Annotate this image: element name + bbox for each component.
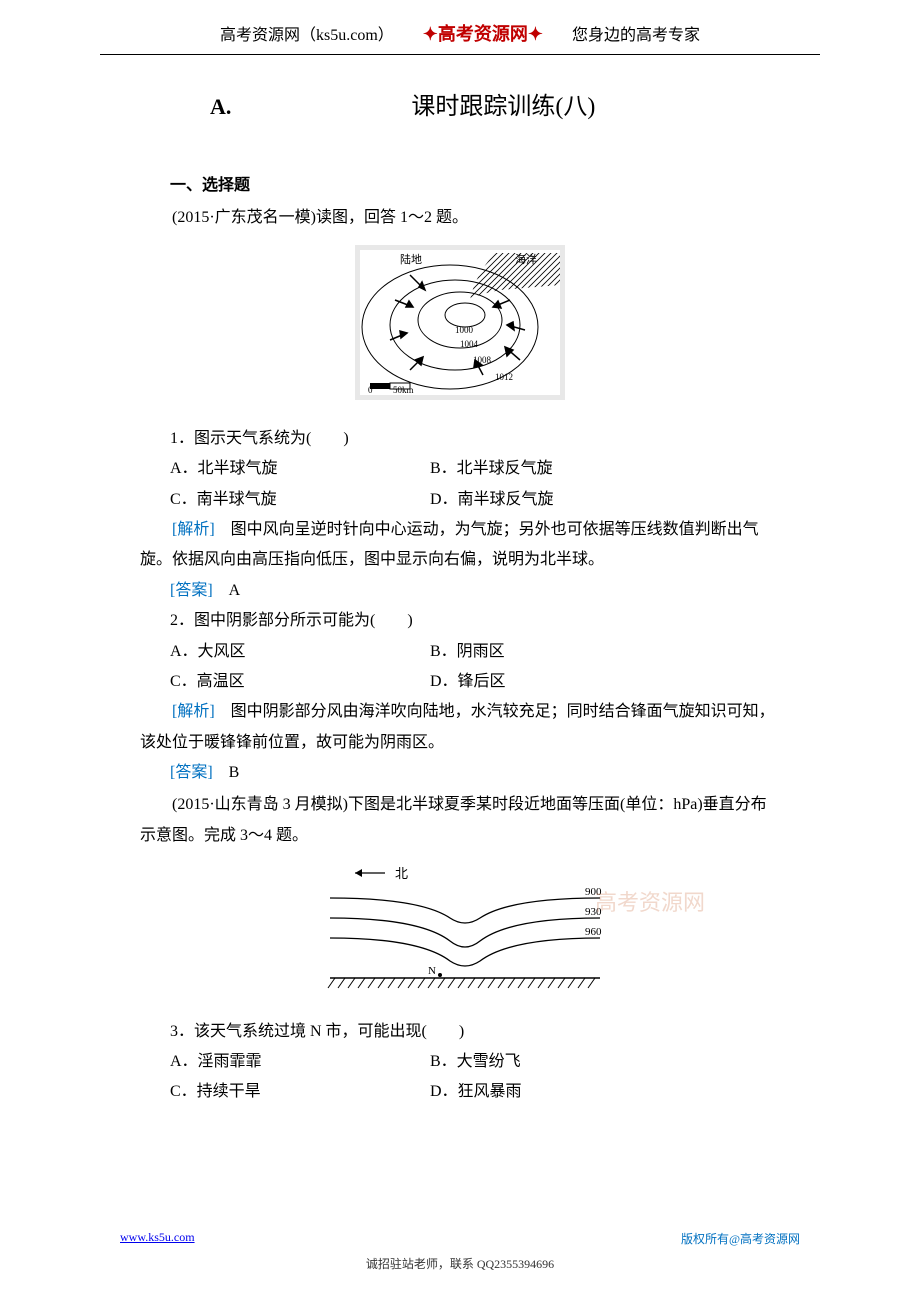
q1-opt-c: C．南半球气旋 [170, 485, 430, 515]
intro-2: (2015·山东青岛 3 月模拟)下图是北半球夏季某时段近地面等压面(单位：hP… [140, 790, 780, 851]
q1-stem: 1．图示天气系统为( ) [170, 424, 780, 454]
svg-text:1012: 1012 [495, 372, 513, 382]
q3-opt-a: A．淫雨霏霏 [170, 1047, 430, 1077]
q2-opt-a: A．大风区 [170, 637, 430, 667]
svg-text:900: 900 [585, 886, 602, 898]
answer-2-label: [答案] [170, 764, 213, 781]
q3-opt-c: C．持续干旱 [170, 1077, 430, 1107]
page-footer: www.ks5u.com 版权所有@高考资源网 诚招驻站老师，联系 QQ2355… [0, 1230, 920, 1272]
footer-recruit: 诚招驻站老师，联系 QQ2355394696 [120, 1255, 800, 1272]
analysis-2: [解析] 图中阴影部分风由海洋吹向陆地，水汽较充足；同时结合锋面气旋知识可知，该… [140, 697, 780, 758]
svg-text:930: 930 [585, 906, 602, 918]
q3-stem: 3．该天气系统过境 N 市，可能出现( ) [170, 1017, 780, 1047]
q1-opt-a: A．北半球气旋 [170, 454, 430, 484]
svg-text:960: 960 [585, 926, 602, 938]
svg-text:50km: 50km [393, 385, 414, 395]
svg-text:0: 0 [368, 385, 373, 395]
analysis-1-text: 图中风向呈逆时针向中心运动，为气旋；另外也可依据等压线数值判断出气旋。依据风向由… [140, 521, 759, 568]
answer-1: [答案] A [170, 576, 780, 606]
answer-1-label: [答案] [170, 582, 213, 599]
q1-opt-b: B．北半球反气旋 [430, 454, 690, 484]
intro-1: (2015·广东茂名一模)读图，回答 1～2 题。 [140, 203, 780, 233]
svg-text:1000: 1000 [455, 325, 474, 335]
q3-options-row1: A．淫雨霏霏 B．大雪纷飞 [170, 1047, 780, 1077]
title-row: A. 课时跟踪训练(八) [140, 85, 780, 131]
header-right: 您身边的高考专家 [572, 21, 700, 45]
header-left: 高考资源网（ks5u.com） [220, 21, 394, 45]
q2-opt-c: C．高温区 [170, 667, 430, 697]
analysis-1-label: [解析] [172, 521, 215, 538]
fig1-land-label: 陆地 [400, 252, 422, 266]
q3-options-row2: C．持续干旱 D．狂风暴雨 [170, 1077, 780, 1107]
document-body: A. 课时跟踪训练(八) 一、选择题 (2015·广东茂名一模)读图，回答 1～… [0, 55, 920, 1128]
answer-2: [答案] B [170, 758, 780, 788]
footer-top: www.ks5u.com 版权所有@高考资源网 [120, 1230, 800, 1247]
analysis-2-label: [解析] [172, 703, 215, 720]
figure-1: 陆地 海洋 1000 1004 1008 1012 [140, 245, 780, 411]
q2-opt-d: D．锋后区 [430, 667, 690, 697]
header-center: ✦高考资源网✦ [423, 20, 543, 46]
footer-copyright: 版权所有@高考资源网 [681, 1230, 800, 1247]
svg-text:1004: 1004 [460, 339, 479, 349]
q2-options-row1: A．大风区 B．阴雨区 [170, 637, 780, 667]
svg-text:北: 北 [395, 866, 408, 881]
figure-2: 北 900 930 960 N [140, 863, 780, 1004]
q1-opt-d: D．南半球反气旋 [430, 485, 690, 515]
title-main: 课时跟踪训练(八) [411, 85, 595, 131]
page-header: 高考资源网（ks5u.com） ✦高考资源网✦ 您身边的高考专家 [100, 0, 820, 55]
section-header: 一、选择题 [170, 171, 780, 201]
analysis-1: [解析] 图中风向呈逆时针向中心运动，为气旋；另外也可依据等压线数值判断出气旋。… [140, 515, 780, 576]
answer-1-value: A [213, 582, 241, 599]
q3-opt-b: B．大雪纷飞 [430, 1047, 690, 1077]
q1-options-row2: C．南半球气旋 D．南半球反气旋 [170, 485, 780, 515]
q1-options-row1: A．北半球气旋 B．北半球反气旋 [170, 454, 780, 484]
svg-text:N: N [428, 965, 436, 977]
title-prefix: A. [210, 86, 231, 128]
q2-stem: 2．图中阴影部分所示可能为( ) [170, 606, 780, 636]
analysis-2-text: 图中阴影部分风由海洋吹向陆地，水汽较充足；同时结合锋面气旋知识可知，该处位于暖锋… [140, 703, 775, 750]
q2-opt-b: B．阴雨区 [430, 637, 690, 667]
footer-link[interactable]: www.ks5u.com [120, 1230, 195, 1247]
q3-opt-d: D．狂风暴雨 [430, 1077, 690, 1107]
answer-2-value: B [213, 764, 240, 781]
q2-options-row2: C．高温区 D．锋后区 [170, 667, 780, 697]
